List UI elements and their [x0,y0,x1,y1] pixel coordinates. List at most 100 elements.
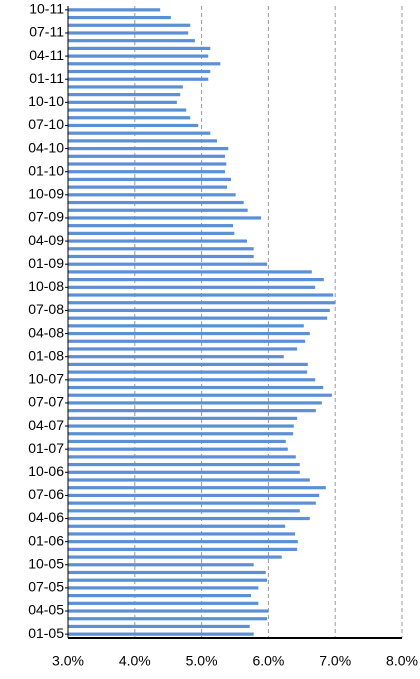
bar [68,185,227,189]
x-tick-label: 6.0% [252,653,284,669]
y-tick-label: 10-08 [28,278,64,294]
bar [68,69,211,74]
bar [68,393,332,397]
bar [68,401,322,405]
y-tick-label: 10-10 [28,93,64,109]
bar [68,15,171,20]
bar [68,131,211,135]
bar [68,116,191,120]
bar [68,8,161,12]
x-tick-label: 7.0% [319,653,351,669]
bar [68,208,248,212]
bar [68,301,336,305]
bar [68,239,248,243]
bar [68,270,312,274]
bar [68,609,269,613]
bar [68,409,316,413]
bar [68,578,268,582]
bar [68,470,300,474]
bar [68,247,254,251]
bar [68,331,310,336]
y-tick-label: 10-11 [29,1,64,17]
bar [68,378,316,382]
bar [68,39,195,43]
bar [68,123,199,128]
y-tick-label: 04-09 [28,232,64,248]
x-tick-label: 8.0% [386,653,418,669]
y-tick-label: 10-05 [28,555,64,571]
bar [68,23,191,27]
bar [68,532,296,536]
y-tick-label: 07-11 [29,24,64,40]
y-tick-label: 10-06 [28,463,64,479]
bar [68,447,288,451]
bar [68,385,324,390]
bar [68,77,209,81]
y-tick-label: 01-06 [28,532,64,548]
bar [68,193,236,197]
y-tick-label: 07-07 [28,394,64,410]
bar [68,100,177,104]
y-tick-label: 04-07 [28,417,64,433]
bar [68,501,316,505]
bar [68,509,300,513]
x-tick-label: 5.0% [186,653,218,669]
bar [68,624,250,629]
bar [68,162,227,166]
y-tick-label: 07-05 [28,579,64,595]
bar [68,93,181,97]
bar [68,547,298,551]
bar [68,262,268,266]
bar [68,54,209,58]
y-tick-label: 01-10 [28,162,64,178]
bar [68,486,326,490]
bar [68,601,259,605]
bar [68,108,187,112]
bar [68,285,316,289]
x-tick-label: 4.0% [119,653,151,669]
bar [68,455,296,459]
y-tick-label: 07-10 [28,116,64,132]
bar [68,200,244,205]
y-tick-label: 07-08 [28,301,64,317]
bar [68,362,308,366]
bar [68,439,286,444]
bar [68,617,268,621]
bar [68,347,298,351]
y-tick-label: 01-05 [28,625,64,641]
bar [68,355,284,359]
bar [68,416,298,420]
bar [68,170,225,174]
bar [68,324,304,328]
bar [68,177,231,182]
bar [68,462,300,467]
bar [68,46,211,50]
bar [68,432,294,436]
y-tick-label: 04-06 [28,509,64,525]
bar [68,563,254,567]
bar [68,154,225,158]
bar [68,278,324,282]
bar [68,594,252,598]
bar [68,308,330,313]
y-tick-label: 01-07 [28,440,64,456]
bar [68,516,310,521]
bar [68,370,308,374]
y-tick-label: 04-11 [29,47,64,63]
y-tick-label: 01-09 [28,255,64,271]
x-tick-label: 3.0% [52,653,84,669]
y-tick-label: 01-08 [28,347,64,363]
bar [68,139,217,143]
y-tick-label: 04-10 [28,139,64,155]
bar [68,493,320,498]
bar [68,293,334,297]
y-tick-label: 10-07 [28,371,64,387]
y-tick-label: 07-09 [28,209,64,225]
y-tick-label: 07-06 [28,486,64,502]
y-tick-label: 04-08 [28,324,64,340]
bar [68,216,262,220]
bar [68,524,286,528]
bar [68,339,306,343]
bar [68,231,235,235]
bar [68,478,310,482]
